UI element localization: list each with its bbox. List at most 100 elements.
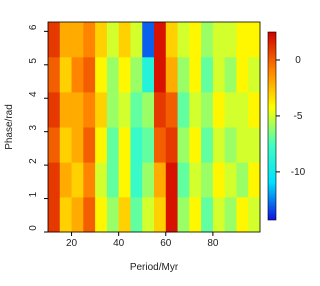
heatmap-cell xyxy=(165,127,179,163)
heatmap-cell xyxy=(236,162,249,198)
heatmap-cell xyxy=(201,56,214,93)
heatmap-cell xyxy=(236,91,249,128)
heatmap-cell xyxy=(95,127,108,163)
heatmap-cell xyxy=(118,91,131,128)
heatmap-cell xyxy=(95,22,108,58)
heatmap-cell xyxy=(177,91,190,128)
heatmap-cell xyxy=(248,162,261,198)
heatmap-cell xyxy=(130,56,143,93)
heatmap-cell xyxy=(177,56,190,93)
heatmap-cell xyxy=(83,22,96,58)
colorbar-tick-label: -5 xyxy=(294,111,303,122)
heatmap-cell xyxy=(154,196,167,233)
heatmap-cell xyxy=(224,91,237,128)
heatmap-cell xyxy=(224,127,237,163)
y-tick-label: 3 xyxy=(28,124,39,130)
heatmap-cell xyxy=(224,162,237,198)
heatmap-cell xyxy=(48,22,61,58)
heatmap-cell xyxy=(142,162,155,198)
heatmap-cell xyxy=(59,22,73,58)
y-axis-label: Phase/rad xyxy=(4,104,15,150)
heatmap-cell xyxy=(248,91,261,128)
heatmap-cell xyxy=(236,56,249,93)
heatmap-cell xyxy=(212,91,226,128)
heatmap-cell xyxy=(106,56,120,93)
heatmap-cell xyxy=(248,127,261,163)
heatmap-cell xyxy=(95,56,108,93)
heatmap-cell xyxy=(118,22,131,58)
heatmap-cell xyxy=(212,56,226,93)
heatmap-cell xyxy=(189,196,202,233)
heatmap-cell xyxy=(118,56,131,93)
heatmap-cell xyxy=(154,22,167,58)
heatmap-cell xyxy=(83,196,96,233)
heatmap-cell xyxy=(142,196,155,233)
heatmap-cell xyxy=(48,196,61,233)
heatmap-cell xyxy=(248,56,261,93)
heatmap-cell xyxy=(165,196,179,233)
chart: Period/Myr Phase/rad 20 40 60 8001234560-5-… xyxy=(4,21,306,273)
heatmap-cell xyxy=(236,127,249,163)
heatmap-cell xyxy=(83,56,96,93)
heatmap-cell xyxy=(165,22,179,58)
heatmap-cell xyxy=(83,162,96,198)
x-tick-label: 40 xyxy=(113,238,125,249)
heatmap-cell xyxy=(189,162,202,198)
x-tick-label: 80 xyxy=(207,238,219,249)
heatmap-cell xyxy=(106,196,120,233)
heatmap-cell xyxy=(177,196,190,233)
heatmap-cell xyxy=(130,22,143,58)
colorbar xyxy=(267,31,277,221)
heatmap-cell xyxy=(236,196,249,233)
heatmap-cell xyxy=(248,22,261,58)
heatmap-cell xyxy=(118,196,131,233)
heatmap-cell xyxy=(106,127,120,163)
x-tick-label: 20 xyxy=(66,238,78,249)
plot-frame xyxy=(47,21,261,233)
heatmap-cell xyxy=(154,162,167,198)
heatmap-cell xyxy=(118,162,131,198)
heatmap-cell xyxy=(83,91,96,128)
heatmap-cell xyxy=(71,196,84,233)
heatmap-cell xyxy=(201,22,214,58)
heatmap-cell xyxy=(48,56,61,93)
heatmap-cell xyxy=(154,91,167,128)
heatmap-cell xyxy=(201,162,214,198)
heatmap-cell xyxy=(130,127,143,163)
heatmap-cell xyxy=(118,127,131,163)
heatmap-cell xyxy=(165,91,179,128)
heatmap-cell xyxy=(48,162,61,198)
heatmap-cell xyxy=(165,162,179,198)
heatmap-cell xyxy=(177,162,190,198)
heatmap-cell xyxy=(59,162,73,198)
heatmap-cell xyxy=(71,22,84,58)
y-tick-label: 4 xyxy=(28,91,39,97)
heatmap-cell xyxy=(106,22,120,58)
heatmap-cell xyxy=(189,22,202,58)
heatmap-cell xyxy=(142,127,155,163)
heatmap-cell xyxy=(71,56,84,93)
heatmap-cell xyxy=(142,91,155,128)
heatmap-cell xyxy=(59,196,73,233)
heatmap-cell xyxy=(201,91,214,128)
heatmap-cell xyxy=(224,196,237,233)
heatmap-cell xyxy=(71,91,84,128)
heatmap-cell xyxy=(95,196,108,233)
colorbar-tick-label: -10 xyxy=(291,167,306,178)
heatmap-cell xyxy=(189,91,202,128)
heatmap-cell xyxy=(224,22,237,58)
heatmap-cell xyxy=(95,162,108,198)
heatmap-cell xyxy=(212,162,226,198)
heatmap-cell xyxy=(201,196,214,233)
heatmap-cell xyxy=(59,91,73,128)
y-tick-label: 5 xyxy=(28,58,39,64)
heatmap-cell xyxy=(177,127,190,163)
heatmap-cell xyxy=(177,22,190,58)
heatmap-cell xyxy=(224,56,237,93)
heatmap-cell xyxy=(212,196,226,233)
heatmap-cell xyxy=(95,91,108,128)
heatmap-cell xyxy=(154,127,167,163)
heatmap-cell xyxy=(71,162,84,198)
heatmap-cell xyxy=(130,91,143,128)
heatmap-cell xyxy=(130,196,143,233)
